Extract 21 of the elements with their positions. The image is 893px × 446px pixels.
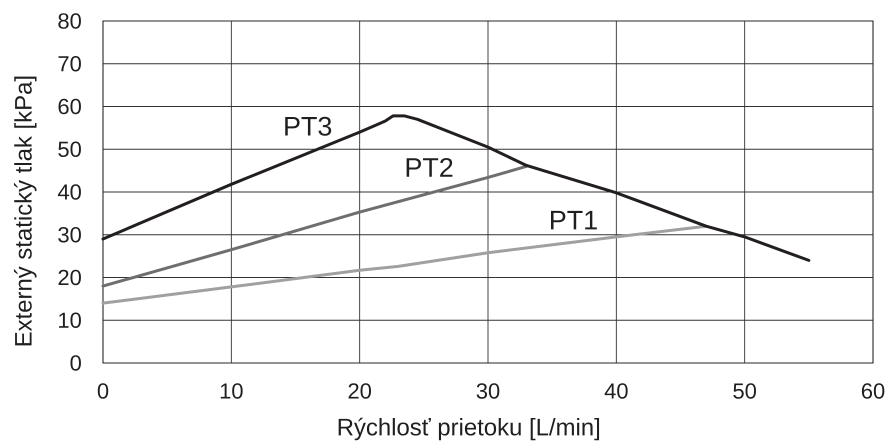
x-tick-label: 30 [476, 383, 500, 399]
y-tick-label: 20 [58, 270, 81, 286]
y-tick-label: 60 [58, 98, 81, 114]
x-tick-label: 50 [733, 383, 756, 399]
y-tick-label: 80 [58, 13, 81, 29]
y-tick-label: 10 [59, 312, 81, 328]
y-tick-label: 50 [58, 141, 81, 158]
y-tick-label: 30 [58, 226, 81, 243]
y-tick-label: 70 [58, 56, 81, 72]
series-label: PT3 [285, 116, 332, 136]
x-tick-label: 0 [98, 383, 108, 399]
x-tick-label: 40 [604, 383, 628, 399]
y-tick-label: 0 [70, 355, 81, 371]
x-tick-label: 10 [220, 383, 243, 399]
series-label: PT2 [406, 158, 452, 177]
series-label: PT1 [551, 210, 597, 230]
y-axis-title: Externý statický tlak [kPa] [14, 76, 37, 346]
x-tick-label: 60 [862, 383, 884, 399]
x-axis-title: Rýchlosť prietoku [L/min] [338, 418, 600, 440]
x-tick-label: 20 [348, 383, 371, 399]
y-tick-label: 40 [58, 184, 81, 200]
